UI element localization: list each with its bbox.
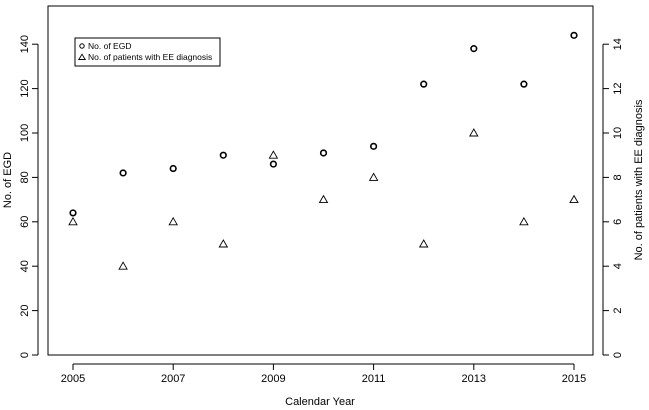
x-tick-label: 2015 xyxy=(562,373,586,385)
y-left-tick-label: 140 xyxy=(19,35,31,53)
ee-point xyxy=(168,216,178,226)
y-left-tick-label: 0 xyxy=(19,352,31,358)
legend-ee-marker xyxy=(78,53,86,60)
y-left-tick-label: 100 xyxy=(19,124,31,142)
x-tick-label: 2011 xyxy=(362,373,386,385)
ee-point xyxy=(368,172,379,181)
ee-point xyxy=(218,239,229,248)
y-left-tick-label: 120 xyxy=(19,79,31,97)
egd-point xyxy=(470,45,478,53)
y-right-tick-label: 4 xyxy=(612,263,624,269)
y-right-tick-label: 10 xyxy=(612,127,624,139)
legend-egd-label: No. of EGD xyxy=(88,41,131,51)
egd-point xyxy=(169,164,177,173)
y-left-tick-label: 80 xyxy=(19,171,31,183)
egd-point xyxy=(319,149,328,157)
legend-ee-label: No. of patients with EE diagnosis xyxy=(88,52,212,62)
y-axis-left: 0 20 40 60 80 100 120 140 xyxy=(19,35,39,358)
ee-point xyxy=(68,216,78,226)
plot-frame xyxy=(47,5,594,356)
y-right-tick-label: 0 xyxy=(612,352,624,358)
egd-point xyxy=(420,80,428,88)
y-axis-right: 0 2 4 6 8 10 12 14 xyxy=(602,38,624,358)
y-left-tick-label: 60 xyxy=(19,216,31,228)
x-tick-label: 2013 xyxy=(462,373,486,385)
y-right-tick-label: 8 xyxy=(612,174,624,180)
ee-point xyxy=(318,194,329,204)
egd-point xyxy=(69,209,77,217)
y-right-tick-label: 6 xyxy=(612,219,624,225)
y-axis-right-title: No. of patients with EE diagnosis xyxy=(633,99,645,260)
x-tick-label: 2007 xyxy=(161,373,185,385)
y-left-tick-label: 40 xyxy=(19,260,31,272)
x-tick-label: 2009 xyxy=(261,373,285,385)
legend: No. of EGD No. of patients with EE diagn… xyxy=(74,37,221,67)
egd-point xyxy=(570,31,578,39)
egd-point xyxy=(269,160,278,168)
egd-point xyxy=(119,169,127,177)
legend-egd-marker xyxy=(79,43,85,49)
x-tick-label: 2005 xyxy=(61,373,85,385)
legend-box xyxy=(74,37,221,67)
y-right-tick-label: 12 xyxy=(612,82,624,94)
ee-point xyxy=(118,261,128,270)
y-axis-left-title: No. of EGD xyxy=(2,152,14,208)
ee-point xyxy=(418,239,429,248)
ee-point xyxy=(469,128,479,137)
y-left-tick-label: 20 xyxy=(19,304,31,316)
series-egd xyxy=(69,31,578,217)
ee-point xyxy=(268,150,279,159)
y-right-tick-label: 2 xyxy=(612,308,624,314)
series-ee xyxy=(68,128,579,270)
egd-point xyxy=(219,151,227,159)
egd-point xyxy=(520,80,528,88)
ee-point xyxy=(519,216,529,226)
ee-point xyxy=(569,194,579,204)
x-axis-title: Calendar Year xyxy=(285,396,355,408)
y-right-tick-label: 14 xyxy=(612,38,624,50)
egd-point xyxy=(370,142,378,150)
x-axis: 2005 2007 2009 2011 2013 2015 xyxy=(61,363,586,385)
